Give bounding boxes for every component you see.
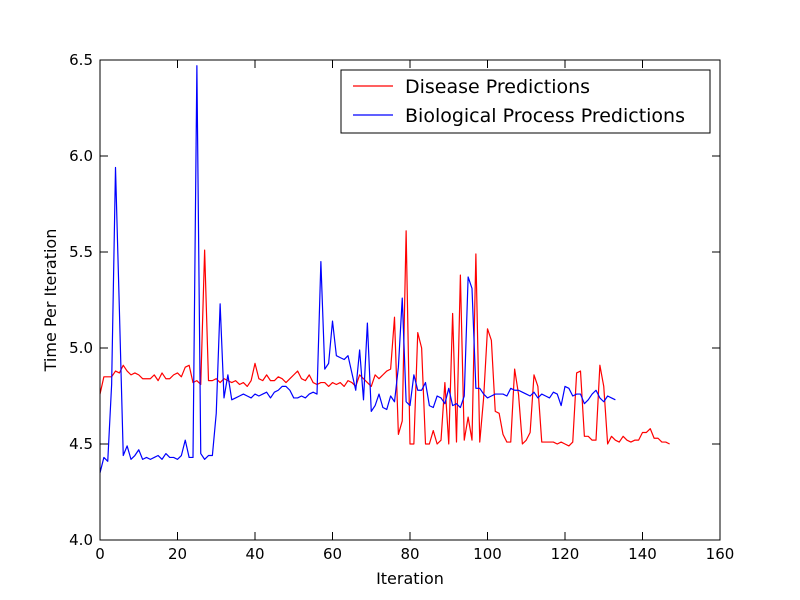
x-tick-label: 140 [628,545,657,563]
x-tick-label: 0 [95,545,105,563]
x-tick-label: 60 [323,545,342,563]
x-tick-label: 160 [706,545,735,563]
x-tick-label: 40 [245,545,264,563]
y-tick-label: 6.0 [69,147,93,165]
x-axis-label: Iteration [376,569,444,588]
x-tick-label: 20 [168,545,187,563]
y-tick-label: 6.5 [69,51,93,69]
y-axis-label: Time Per Iteration [41,229,60,373]
x-tick-label: 80 [400,545,419,563]
x-tick-label: 120 [551,545,580,563]
series-layer [99,65,670,473]
legend-label-disease: Disease Predictions [405,76,590,98]
y-tick-label: 4.5 [69,435,93,453]
series-line-1 [99,65,616,473]
y-tick-label: 5.0 [69,339,93,357]
x-tick-label: 100 [473,545,502,563]
x-axis-ticks: 0 20 40 60 80 100 120 140 160 [95,60,734,563]
y-axis-ticks: 4.0 4.5 5.0 5.5 6.0 6.5 [69,51,720,549]
legend: Disease Predictions Biological Process P… [340,69,711,134]
series-line-0 [99,230,670,447]
y-tick-label: 4.0 [69,531,93,549]
legend-box [340,69,711,134]
y-tick-label: 5.5 [69,243,93,261]
legend-label-biological-process: Biological Process Predictions [405,105,685,127]
